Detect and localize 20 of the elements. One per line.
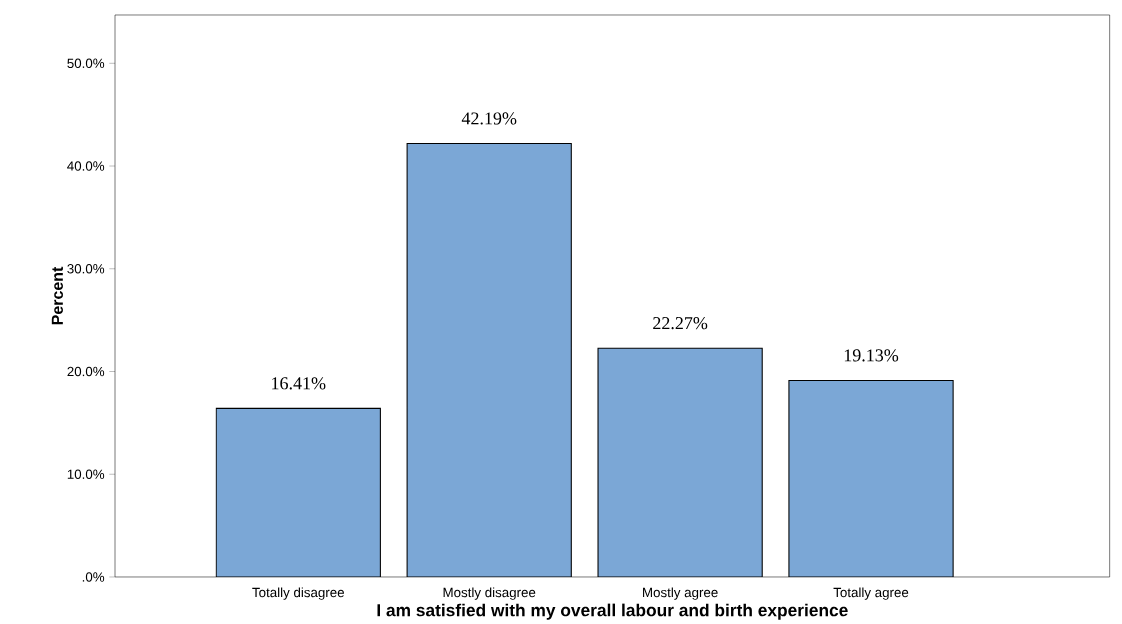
- bar: [598, 348, 763, 577]
- x-tick-label: Mostly agree: [643, 587, 718, 600]
- y-tick-label: 20.0%: [67, 366, 105, 377]
- y-axis-title: Percent: [51, 266, 63, 325]
- data-label: 42.19%: [461, 112, 517, 125]
- data-label: 22.27%: [653, 316, 708, 330]
- data-label: 16.41%: [272, 377, 326, 390]
- x-tick-label: Totally agree: [833, 587, 909, 600]
- y-tick-label: 40.0%: [67, 161, 105, 171]
- x-tick-label: Totally disagree: [252, 587, 344, 600]
- bar: [216, 408, 381, 577]
- x-axis-title: I am satisfied with my overall labour and birth experience: [377, 603, 848, 620]
- y-tick-label: .0%: [82, 572, 105, 582]
- y-tick-label: 10.0%: [67, 469, 105, 479]
- y-tick-label: 50.0%: [67, 58, 105, 68]
- y-tick-label: 30.0%: [67, 263, 105, 274]
- bar: [788, 379, 954, 577]
- x-tick-label: Mostly disagree: [443, 587, 536, 600]
- data-label: 19.13%: [844, 349, 899, 362]
- bar: [407, 143, 572, 577]
